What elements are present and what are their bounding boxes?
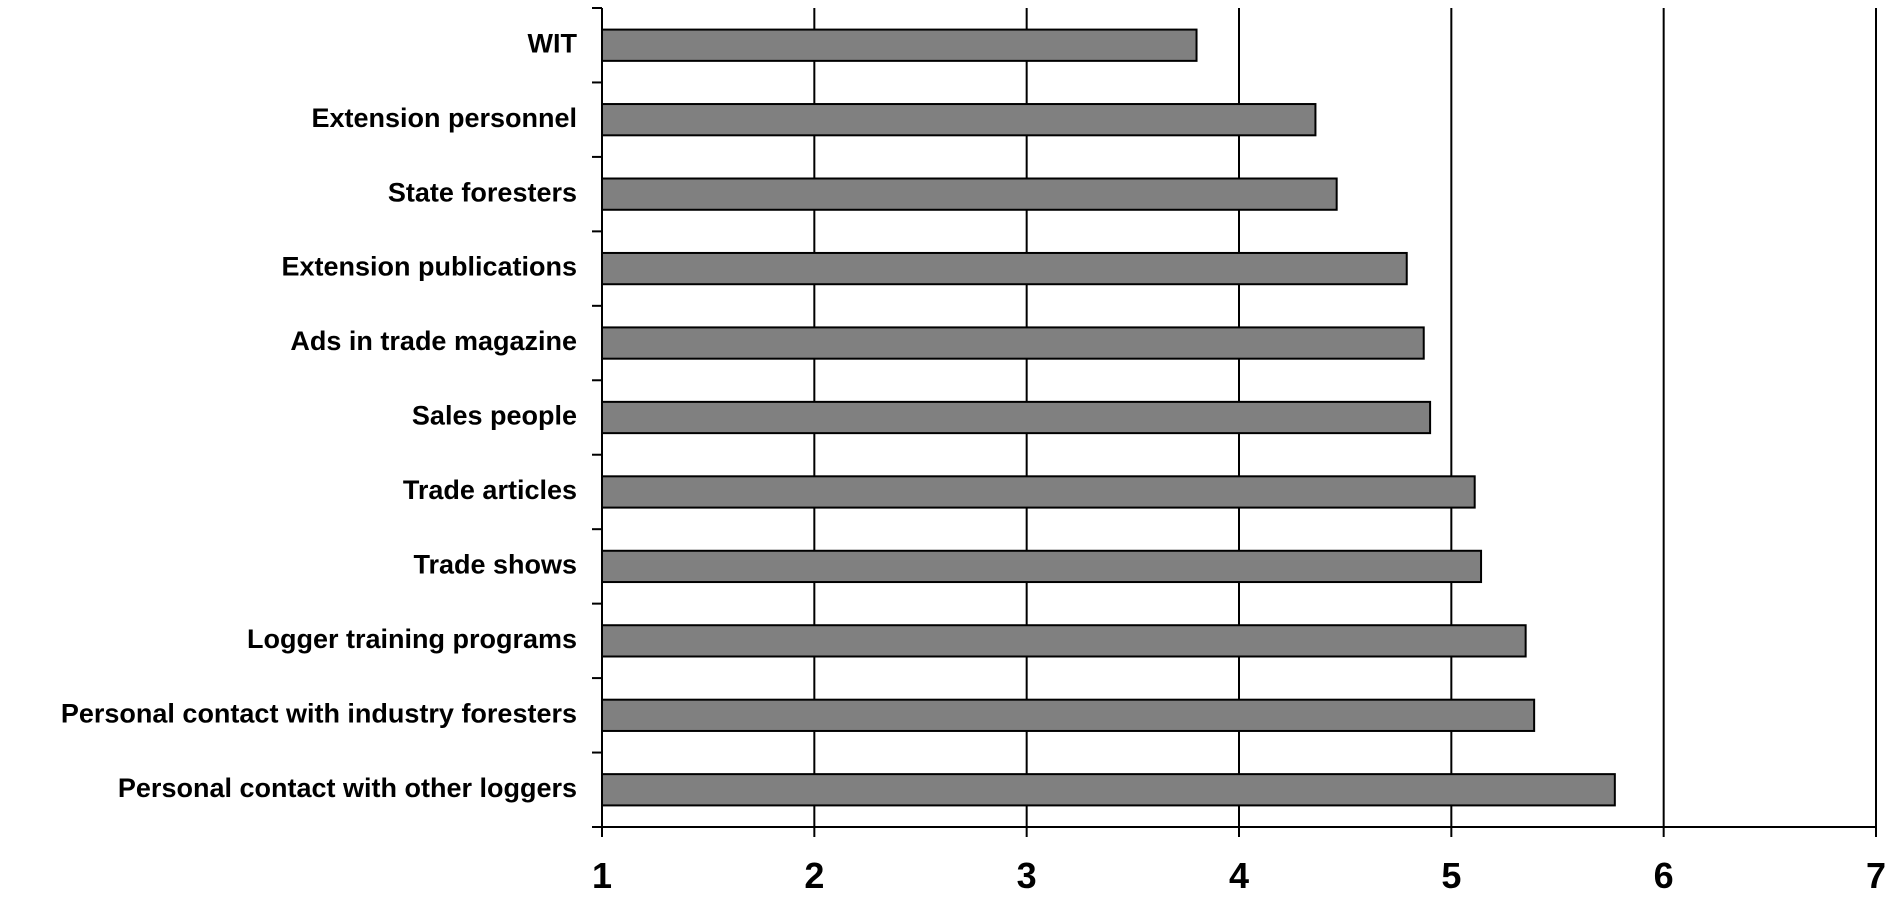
category-label: Personal contact with other loggers	[118, 773, 577, 803]
bar-5	[601, 400, 1432, 435]
x-tick-label: 3	[1017, 855, 1037, 896]
x-tick-labels: 1 2 3 4 5 6 7	[592, 855, 1886, 896]
category-labels: WIT Extension personnel State foresters Ext…	[61, 28, 578, 803]
category-label: Trade shows	[413, 550, 577, 580]
bar-9	[601, 698, 1536, 732]
x-tick-label: 2	[804, 855, 824, 896]
category-label: State foresters	[388, 177, 577, 207]
bar-1	[601, 103, 1317, 137]
bar-8	[601, 624, 1527, 658]
category-label: Sales people	[412, 401, 577, 431]
bar-3	[601, 251, 1408, 286]
bar-7	[601, 549, 1483, 584]
bar-10	[601, 773, 1616, 807]
x-tick-label: 1	[592, 855, 612, 896]
category-label: WIT	[528, 28, 578, 58]
category-label: Trade articles	[403, 475, 577, 505]
bar-4	[601, 326, 1425, 360]
bars	[601, 28, 1616, 807]
x-tick-label: 6	[1654, 855, 1674, 896]
category-label: Personal contact with industry foresters	[61, 698, 577, 728]
x-tick-label: 7	[1866, 855, 1886, 896]
bar-6	[601, 475, 1476, 509]
axes	[592, 7, 1877, 837]
category-label: Logger training programs	[247, 624, 577, 654]
bar-2	[601, 177, 1338, 211]
x-tick-label: 5	[1441, 855, 1461, 896]
category-label: Ads in trade magazine	[290, 326, 577, 356]
bar-0	[601, 28, 1198, 62]
category-label: Extension personnel	[311, 103, 577, 133]
x-tick-label: 4	[1229, 855, 1249, 896]
category-label: Extension publications	[281, 252, 577, 282]
